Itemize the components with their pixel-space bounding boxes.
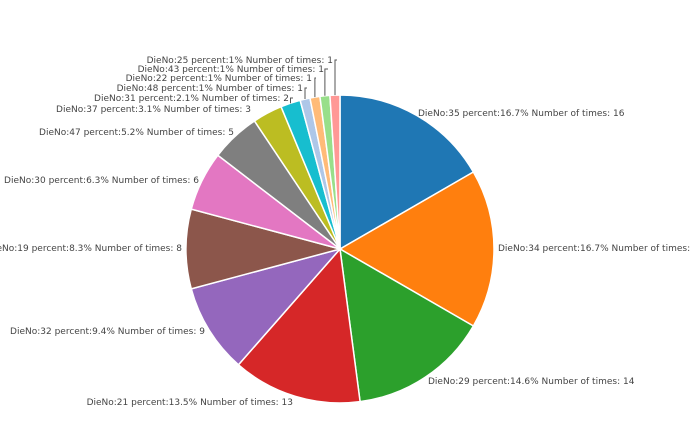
pie-slices: [185, 94, 495, 404]
slice-label-dieno-34: DieNo:34 percent:16.7% Number of times: …: [498, 244, 690, 254]
slice-label-dieno-37: DieNo:37 percent:3.1% Number of times: 3: [56, 105, 251, 115]
slice-label-dieno-32: DieNo:32 percent:9.4% Number of times: 9: [10, 327, 205, 337]
slice-label-dieno-21: DieNo:21 percent:13.5% Number of times: …: [87, 398, 293, 408]
leader-line-dieno-22: [314, 77, 316, 98]
pie-slice-dieno-35[interactable]: [339, 94, 475, 251]
pie-slice-dieno-21[interactable]: [237, 247, 361, 404]
leader-line-dieno-25: [334, 59, 337, 96]
slice-label-dieno-22: DieNo:22 percent:1% Number of times: 1: [126, 74, 312, 84]
slice-label-dieno-29: DieNo:29 percent:14.6% Number of times: …: [428, 377, 635, 387]
leader-line-dieno-31: [290, 97, 293, 104]
leader-line-dieno-48: [304, 87, 307, 99]
slice-label-dieno-25: DieNo:25 percent:1% Number of times: 1: [147, 56, 333, 66]
pie-slice-dieno-29[interactable]: [339, 247, 475, 403]
slice-label-dieno-35: DieNo:35 percent:16.7% Number of times: …: [418, 109, 625, 119]
label-leader-lines: [290, 59, 337, 104]
slice-label-dieno-30: DieNo:30 percent:6.3% Number of times: 6: [4, 176, 199, 186]
slice-label-dieno-43: DieNo:43 percent:1% Number of times: 1: [138, 65, 324, 75]
slice-label-dieno-48: DieNo:48 percent:1% Number of times: 1: [117, 84, 303, 94]
slice-label-dieno-47: DieNo:47 percent:5.2% Number of times: 5: [39, 128, 234, 138]
slice-labels: DieNo:35 percent:16.7% Number of times: …: [0, 56, 690, 408]
leader-line-dieno-43: [324, 68, 328, 96]
pie-slice-dieno-32[interactable]: [190, 247, 343, 366]
pie-slice-dieno-34[interactable]: [338, 170, 495, 328]
slice-label-dieno-31: DieNo:31 percent:2.1% Number of times: 2: [94, 94, 289, 104]
slice-label-dieno-19: DieNo:19 percent:8.3% Number of times: 8: [0, 244, 182, 254]
